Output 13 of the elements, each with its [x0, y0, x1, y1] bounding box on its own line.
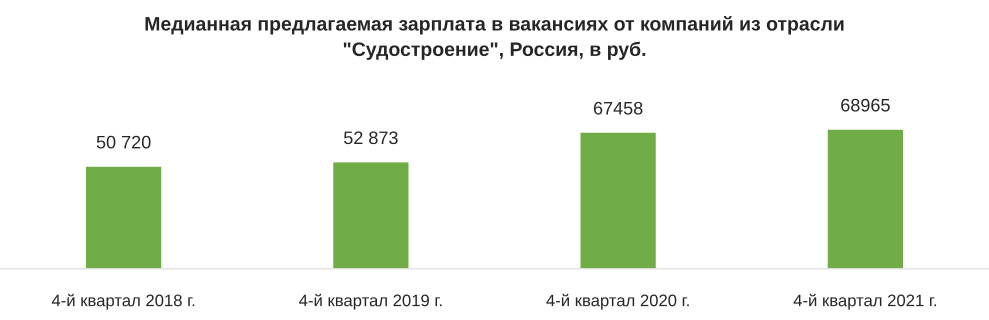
data-label: 50 720	[96, 136, 151, 149]
x-tick-label: 4-й квартал 2018 г.	[52, 294, 194, 310]
bar	[332, 160, 410, 269]
data-label: 68965	[841, 98, 890, 112]
bar	[579, 131, 658, 269]
x-tick-label: 4-й квартал 2020 г.	[546, 294, 689, 310]
data-label: 52 873	[344, 131, 398, 144]
data-label: 67458	[594, 102, 642, 115]
bar	[826, 128, 904, 269]
bar	[84, 165, 163, 269]
x-tick-label: 4-й квартал 2019 г.	[299, 294, 442, 310]
x-tick-label: 4-й квартал 2021 г.	[794, 294, 936, 310]
chart-title: Медианная предлагаемая зарплата в вакансиях от компаний из отрасли "Судостроение", Россия, в руб.	[146, 16, 844, 60]
